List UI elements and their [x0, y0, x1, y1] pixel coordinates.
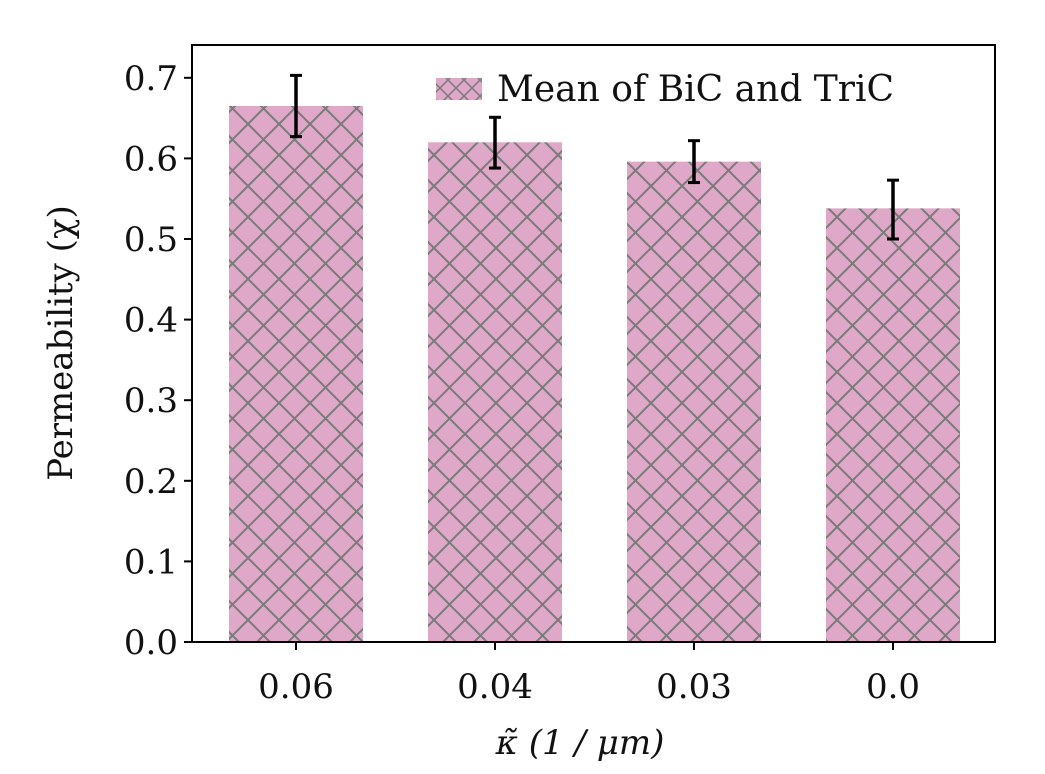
- x-tick-label: 0.06: [258, 667, 334, 707]
- y-tick-label: 0.5: [124, 220, 178, 260]
- x-axis: 0.06 0.04 0.03 0.0: [258, 642, 920, 707]
- y-axis: 0.0 0.1 0.2 0.3 0.4 0.5 0.6 0.7: [124, 59, 192, 663]
- legend-swatch: [436, 78, 482, 100]
- error-bar-0.03: [688, 139, 700, 185]
- error-bar-0.04: [489, 115, 501, 170]
- error-bar-0.06: [290, 73, 302, 139]
- y-tick-label: 0.0: [124, 623, 178, 663]
- legend: Mean of BiC and TriC: [436, 69, 894, 110]
- y-tick-label: 0.7: [124, 59, 178, 99]
- x-axis-title: κ̃ (1 / μm): [495, 723, 665, 763]
- bar-0.04: [428, 142, 562, 642]
- error-bars-layer: [290, 73, 899, 241]
- y-tick-label: 0.6: [124, 139, 178, 179]
- y-tick-label: 0.1: [124, 542, 178, 582]
- y-tick-label: 0.3: [124, 381, 178, 421]
- bars-layer: [229, 106, 960, 642]
- bar-0.06: [229, 106, 363, 642]
- x-tick-label: 0.04: [457, 667, 533, 707]
- error-bar-0.0: [887, 178, 899, 241]
- y-tick-label: 0.4: [124, 301, 178, 341]
- x-tick-label: 0.0: [866, 667, 920, 707]
- plot-frame: [191, 44, 996, 643]
- y-axis-title: Permeability (χ): [41, 205, 81, 481]
- bar-0.03: [627, 161, 761, 642]
- y-tick-label: 0.2: [124, 462, 178, 502]
- x-tick-label: 0.03: [656, 667, 732, 707]
- bar-0.0: [826, 208, 960, 642]
- legend-label: Mean of BiC and TriC: [497, 69, 894, 110]
